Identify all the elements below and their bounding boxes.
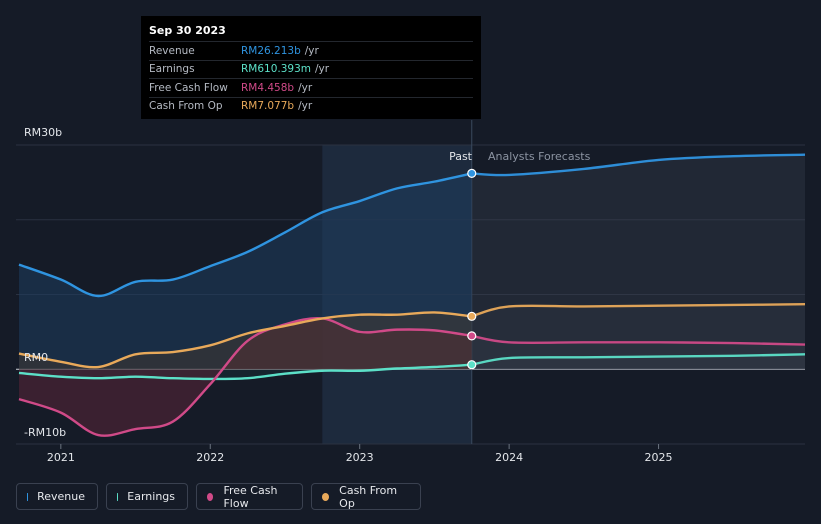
fcf-marker	[467, 331, 477, 341]
past-label: Past	[449, 150, 473, 163]
y-tick-label-bottom: -RM10b	[24, 426, 66, 439]
tooltip: Sep 30 2023 Revenue RM26.213b /yr Earnin…	[141, 16, 481, 119]
revenue-line-forecast	[471, 153, 806, 177]
series-areas	[18, 154, 805, 436]
tooltip-label: Earnings	[149, 63, 195, 76]
legend-dot-icon	[207, 492, 214, 501]
fcf-area-past	[18, 318, 472, 436]
fcf-line-forecast	[471, 334, 806, 346]
legend-item-earnings[interactable]: Earnings	[106, 483, 188, 510]
legend: Revenue Earnings Free Cash Flow Cash Fro…	[16, 483, 421, 510]
cfo-line-forecast	[471, 303, 806, 318]
legend-label: Revenue	[37, 490, 85, 503]
legend-label: Free Cash Flow	[223, 483, 278, 510]
earnings-line-past	[18, 363, 472, 381]
tooltip-unit: /yr	[298, 81, 313, 94]
revenue-area-past	[18, 173, 472, 370]
series-lines	[18, 153, 806, 437]
legend-item-cash-from-op[interactable]: Cash From Op	[311, 483, 421, 510]
revenue-marker	[467, 168, 477, 179]
tooltip-label: Free Cash Flow	[149, 81, 228, 94]
tooltip-value: RM610.393m	[241, 63, 312, 76]
fcf-area-forecast	[471, 335, 805, 370]
cfo-area-past	[18, 312, 472, 370]
y-tick-label-zero: RM0	[24, 351, 48, 364]
earnings-marker	[467, 360, 477, 370]
tooltip-row-cfo: Cash From Op RM7.077b /yr	[149, 96, 473, 116]
tooltip-label: Cash From Op	[149, 100, 223, 113]
cfo-marker	[467, 311, 477, 321]
x-tick-label: 2023	[346, 451, 374, 464]
tooltip-row-earnings: Earnings RM610.393m /yr	[149, 59, 473, 79]
cfo-area-forecast	[471, 304, 805, 370]
legend-label: Cash From Op	[339, 483, 398, 510]
tooltip-value: RM7.077b	[241, 100, 295, 113]
cfo-line-past	[18, 311, 472, 369]
fcf-line-past	[18, 316, 472, 437]
legend-dot-icon	[322, 492, 330, 501]
forecast-label: Analysts Forecasts	[488, 150, 591, 163]
axis-labels: RM30b RM0 -RM10b Past Analysts Forecasts	[24, 126, 591, 439]
x-tick-label: 2024	[495, 451, 523, 464]
tooltip-row-fcf: Free Cash Flow RM4.458b /yr	[149, 78, 473, 97]
tooltip-label: Revenue	[149, 44, 195, 57]
tooltip-date: Sep 30 2023	[149, 24, 226, 37]
tooltip-unit: /yr	[298, 100, 313, 113]
tooltip-value: RM4.458b	[241, 81, 295, 94]
hover-markers	[467, 168, 477, 370]
x-tick-label: 2025	[645, 451, 673, 464]
x-tick-label: 2021	[47, 451, 75, 464]
tooltip-row-revenue: Revenue RM26.213b /yr	[149, 41, 473, 60]
tooltip-unit: /yr	[315, 63, 330, 76]
x-tick-label: 2022	[196, 451, 224, 464]
x-axis-ticks: 2021 2022 2023 2024 2025	[47, 444, 673, 464]
tooltip-unit: /yr	[304, 44, 319, 57]
revenue-line-past	[18, 172, 473, 298]
tooltip-value: RM26.213b	[241, 44, 301, 57]
earnings-line-forecast	[471, 353, 806, 366]
y-tick-label-top: RM30b	[24, 126, 62, 139]
revenue-area-forecast	[471, 154, 805, 370]
legend-item-revenue[interactable]: Revenue	[16, 483, 98, 510]
legend-label: Earnings	[127, 490, 175, 503]
legend-item-free-cash-flow[interactable]: Free Cash Flow	[196, 483, 303, 510]
